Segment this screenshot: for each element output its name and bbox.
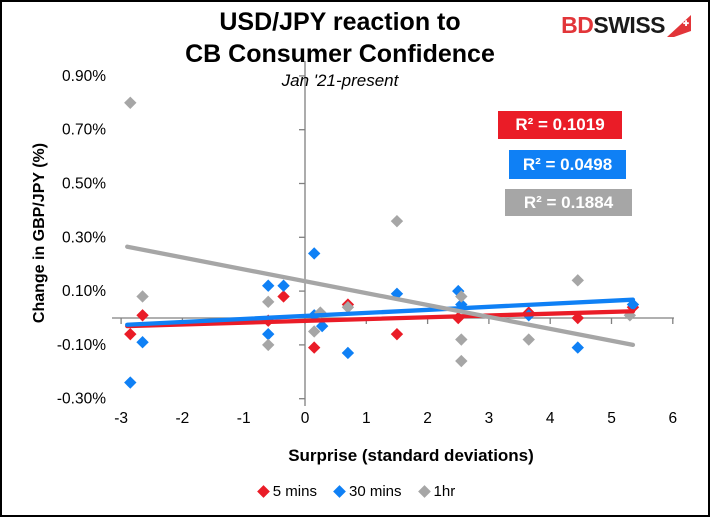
r2-badge-30mins: R² = 0.0498 <box>509 150 626 179</box>
legend-diamond-icon-30mins <box>333 485 346 498</box>
x-axis-title: Surprise (standard deviations) <box>288 446 534 465</box>
data-point-5mins <box>307 341 321 354</box>
logo-pennant-arrow-icon <box>667 14 691 37</box>
chart-legend: 5 mins 30 mins 1hr <box>2 483 708 500</box>
x-tick-label: 0 <box>301 410 310 427</box>
y-tick-label: 0.10% <box>62 283 106 300</box>
trendline-5mins <box>125 309 636 329</box>
y-tick-label: 0.90% <box>62 68 106 85</box>
data-point-30mins <box>277 279 290 292</box>
y-tick-label: 0.70% <box>62 122 106 139</box>
legend-label-30mins: 30 mins <box>348 483 402 500</box>
data-point-30mins <box>571 341 584 354</box>
x-tick-label: 4 <box>546 410 555 427</box>
y-tick-label: -0.10% <box>57 337 106 354</box>
legend-item-5mins: 5 mins <box>256 483 317 500</box>
data-point-30mins <box>262 327 275 341</box>
logo-text-swiss: SWISS <box>593 12 665 38</box>
data-point-5mins <box>136 309 149 322</box>
data-point-30mins <box>262 279 275 292</box>
trendline-1hr <box>125 244 636 348</box>
data-point-30mins <box>307 247 321 260</box>
x-tick-label: 6 <box>668 410 677 427</box>
y-tick-label: 0.50% <box>62 176 106 193</box>
data-point-1hr <box>571 274 584 287</box>
data-point-1hr <box>262 295 275 309</box>
legend-item-1hr: 1hr <box>417 483 456 500</box>
legend-item-30mins: 30 mins <box>333 483 402 500</box>
r2-badge-5mins: R² = 0.1019 <box>498 111 622 139</box>
data-point-30mins <box>136 336 149 349</box>
data-point-5mins <box>390 327 404 341</box>
data-point-1hr <box>522 333 535 346</box>
data-point-30mins <box>341 346 355 360</box>
legend-diamond-icon-1hr <box>417 485 431 498</box>
data-point-30mins <box>315 319 329 333</box>
data-point-30mins <box>124 376 137 389</box>
y-tick-label: 0.30% <box>62 229 106 246</box>
data-point-1hr <box>390 214 404 228</box>
chart-subtitle: Jan '21-present <box>281 71 399 90</box>
chart-title-block: USD/JPY reaction to CB Consumer Confiden… <box>108 6 572 92</box>
chart-title-line2: CB Consumer Confidence <box>185 40 495 68</box>
data-point-1hr <box>262 338 275 352</box>
trendline-30mins <box>125 297 636 327</box>
x-tick-label: 1 <box>362 410 371 427</box>
legend-label-5mins: 5 mins <box>272 483 317 500</box>
x-tick-label: 3 <box>485 410 494 427</box>
y-axis-title: Change in GBP/JPY (%) <box>31 142 48 324</box>
y-tick-label: -0.30% <box>57 391 106 408</box>
data-point-1hr <box>307 325 321 338</box>
data-point-5mins <box>277 290 290 303</box>
data-point-30mins <box>626 298 640 311</box>
data-point-1hr <box>124 96 137 109</box>
data-point-1hr <box>136 290 149 303</box>
data-point-5mins <box>124 327 137 341</box>
data-point-1hr <box>455 354 468 368</box>
logo-text-bd: BD <box>561 12 594 38</box>
r2-badge-1hr: R² = 0.1884 <box>505 189 632 216</box>
data-point-1hr <box>455 290 468 303</box>
x-tick-label: 5 <box>607 410 616 427</box>
x-tick-label: -1 <box>237 410 251 427</box>
data-point-1hr <box>341 301 355 314</box>
x-tick-label: -3 <box>114 410 128 427</box>
data-point-1hr <box>455 333 468 346</box>
legend-label-1hr: 1hr <box>433 483 456 500</box>
x-tick-label: 2 <box>423 410 432 427</box>
bdswiss-logo: BD SWISS <box>561 12 692 39</box>
legend-diamond-icon-5mins <box>256 485 270 498</box>
chart-title-line1: USD/JPY reaction to <box>219 8 461 36</box>
x-tick-label: -2 <box>176 410 190 427</box>
